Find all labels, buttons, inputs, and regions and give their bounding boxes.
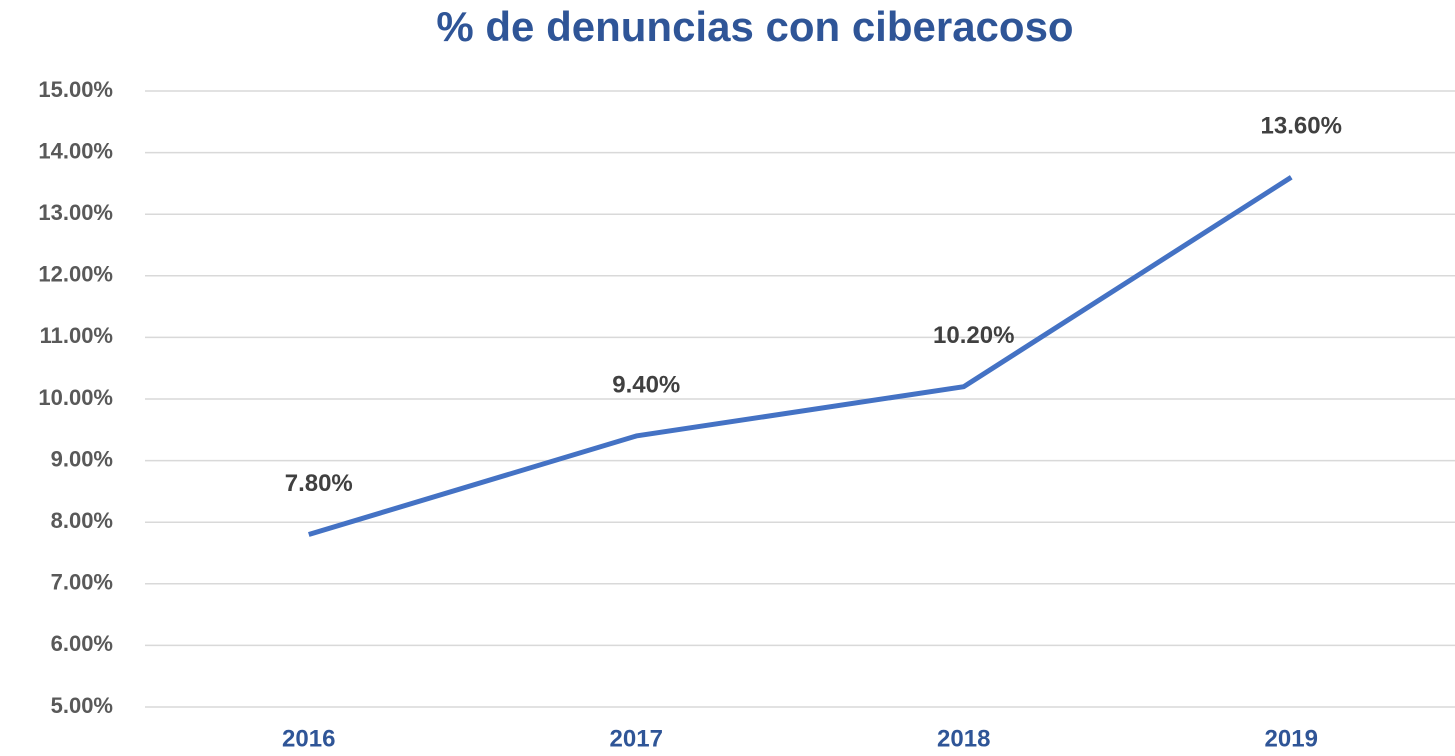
x-tick-label: 2016 — [282, 725, 335, 752]
y-tick-label: 7.00% — [51, 570, 113, 595]
data-label: 7.80% — [285, 470, 353, 497]
data-label: 10.20% — [933, 322, 1014, 349]
y-tick-label: 13.00% — [38, 200, 113, 225]
y-tick-label: 12.00% — [38, 262, 113, 287]
y-tick-label: 8.00% — [51, 508, 113, 533]
chart-title: % de denuncias con ciberacoso — [436, 3, 1073, 50]
series-line — [308, 175, 1293, 537]
y-tick-label: 10.00% — [38, 385, 113, 410]
y-tick-label: 15.00% — [38, 77, 113, 102]
y-tick-label: 6.00% — [51, 631, 113, 656]
x-tick-label: 2017 — [610, 725, 663, 752]
y-tick-label: 14.00% — [38, 138, 113, 163]
y-tick-label: 9.00% — [51, 446, 113, 471]
y-tick-label: 11.00% — [40, 323, 113, 348]
x-tick-label: 2018 — [937, 725, 990, 752]
y-tick-label: 5.00% — [51, 693, 113, 718]
data-label: 13.60% — [1261, 113, 1342, 140]
data-label: 9.40% — [612, 371, 680, 398]
x-tick-label: 2019 — [1265, 725, 1318, 752]
